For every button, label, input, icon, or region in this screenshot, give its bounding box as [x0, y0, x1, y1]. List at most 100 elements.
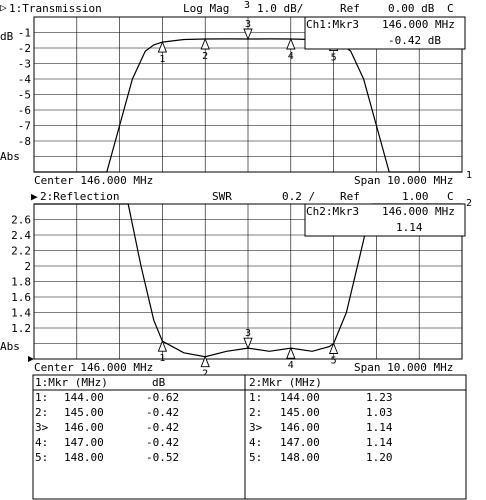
- marker-row-value: -0.52: [146, 451, 179, 464]
- ch2-marker-4[interactable]: [286, 346, 296, 359]
- left-marker-rows: 1: 144.00 -0.62 2: 145.00 -0.42 3> 146.00 -0.42 4…: [35, 391, 179, 464]
- marker-row-value: -0.42: [146, 406, 179, 419]
- marker-row-freq: 147.00: [280, 436, 320, 449]
- marker-row-freq: 146.00: [64, 421, 104, 434]
- ch1-marker-label: 2: [202, 51, 208, 62]
- marker-row-freq: 145.00: [280, 406, 320, 419]
- ch2-ref-label: Ref: [340, 190, 360, 203]
- marker-row-index: 5:: [35, 451, 48, 464]
- ch1-scale[interactable]: 1.0 dB/: [257, 2, 303, 15]
- ch2-title[interactable]: 2:Reflection: [40, 190, 119, 203]
- marker-row-index: 2:: [35, 406, 48, 419]
- ch2-y-tick-label: 1.4: [11, 307, 31, 320]
- ch2-marker-2[interactable]: [200, 355, 210, 368]
- ch2-marker-3[interactable]: [243, 337, 253, 350]
- ch2-ref-arrow: ▶: [31, 190, 38, 203]
- ch2-bottom-label: Abs: [0, 340, 20, 353]
- ch1-y-tick-label: -6: [18, 104, 31, 117]
- ch2-center: Center 146.000 MHz: [34, 361, 153, 374]
- right-table-header: 2:Mkr (MHz): [249, 376, 322, 389]
- ch1-ref-arrow: ▷: [0, 1, 7, 14]
- ch1-marker-label: 3: [245, 19, 251, 30]
- ch1-bottom-label: Abs: [0, 150, 20, 163]
- ch2-trace: [34, 203, 462, 358]
- right-marker-rows: 1: 144.00 1.23 2: 145.00 1.03 3> 146.00 1.14 4: 14…: [249, 391, 393, 464]
- ch2-markers[interactable]: 1 2 3 4 5: [157, 328, 339, 380]
- ch2-y-tick-label: 1.6: [11, 291, 31, 304]
- ch1-marker-1[interactable]: [157, 40, 168, 53]
- marker-row-value: 1.14: [366, 436, 393, 449]
- ch1-ref-label: Ref: [340, 2, 360, 15]
- ch2-ref-value[interactable]: 1.00: [402, 190, 429, 203]
- marker-row-value: -0.42: [146, 421, 179, 434]
- left-table-header: 1:Mkr (MHz): [35, 376, 108, 389]
- marker-row-index: 4:: [249, 436, 262, 449]
- ch2-marker-readout-box: [304, 203, 466, 237]
- marker-row-value: 1.14: [366, 421, 393, 434]
- marker-row-value: -0.42: [146, 436, 179, 449]
- ch1-marker-4[interactable]: [286, 37, 296, 50]
- ch2-y-tick-label: 2.2: [11, 245, 31, 258]
- ch1-marker-label: 1: [159, 54, 165, 65]
- ch1-marker-freq: 146.000 MHz: [382, 18, 455, 31]
- marker-table-frame: [32, 374, 467, 500]
- ch1-ref-marker-number: 3: [244, 0, 250, 11]
- marker-row-index: 2:: [249, 406, 262, 419]
- ch2-span: Span 10.000 MHz: [354, 361, 453, 374]
- ch1-span: Span 10.000 MHz: [354, 174, 453, 187]
- marker-row-index: 1:: [249, 391, 262, 404]
- ch2-scale[interactable]: 0.2 /: [282, 190, 315, 203]
- ch1-format[interactable]: Log Mag: [183, 2, 229, 15]
- ch2-marker-5[interactable]: [328, 342, 339, 354]
- ch2-active-marker: Ch2:Mkr3: [306, 205, 359, 218]
- left-table-unit: dB: [152, 376, 166, 389]
- ch1-marker-label: 5: [331, 53, 337, 64]
- marker-table: 1:Mkr (MHz) dB 2:Mkr (MHz) 1: 144.00 -0.62…: [32, 374, 467, 500]
- ch2-marker-1[interactable]: [157, 339, 168, 352]
- ch1-center: Center 146.000 MHz: [34, 174, 153, 187]
- marker-row-value: 1.20: [366, 451, 393, 464]
- ch1-status: C: [447, 2, 454, 15]
- marker-row-index: 1:: [35, 391, 48, 404]
- ch1-y-tick-label: -2: [18, 42, 31, 55]
- ch1-marker-value: -0.42 dB: [388, 34, 441, 47]
- ch1-marker-2[interactable]: [200, 37, 210, 50]
- ch2-status: C: [447, 190, 454, 203]
- ch1-y-tick-label: -1: [18, 27, 31, 40]
- ch2-format[interactable]: SWR: [212, 190, 232, 203]
- ch1-y-tick-label: -3: [18, 58, 31, 71]
- ch2-marker-label: 1: [159, 353, 165, 364]
- ch2-marker-freq: 146.000 MHz: [382, 205, 455, 218]
- marker-row-freq: 146.00: [280, 421, 320, 434]
- marker-row-freq: 147.00: [64, 436, 104, 449]
- ch1-grid: [34, 17, 462, 172]
- ch1-marker-3[interactable]: [243, 28, 253, 41]
- ch2-marker-label: 5: [331, 356, 337, 367]
- marker-row-freq: 144.00: [64, 391, 104, 404]
- ch2-marker-label: 2: [202, 369, 208, 380]
- ch1-ref-value[interactable]: 0.00 dB: [388, 2, 435, 15]
- marker-row-index: 4:: [35, 436, 48, 449]
- ch2-y-tick-label: 1.2: [11, 322, 31, 335]
- marker-row-index: 5:: [249, 451, 262, 464]
- ch1-y-tick-label: -7: [18, 120, 31, 133]
- ch2-y-tick-label: 2.6: [11, 214, 31, 227]
- ch2-marker-label: 3: [245, 328, 251, 339]
- marker-row-index: 3>: [35, 421, 49, 434]
- marker-row-value: 1.23: [366, 391, 393, 404]
- ch2-marker-label: 4: [288, 360, 294, 371]
- ch1-marker-label: 4: [288, 51, 294, 62]
- ch1-active-marker: Ch1:Mkr3: [306, 18, 359, 31]
- marker-row-freq: 148.00: [280, 451, 320, 464]
- marker-row-value: -0.62: [146, 391, 179, 404]
- marker-row-freq: 148.00: [64, 451, 104, 464]
- ch1-channel-tag: 1: [466, 170, 472, 181]
- marker-row-freq: 145.00: [64, 406, 104, 419]
- ch2-y-tick-label: 2: [24, 260, 31, 273]
- ch1-marker-readout-box: [304, 16, 466, 50]
- ch1-y-tick-label: -8: [18, 135, 31, 148]
- ch1-unit: dB: [0, 30, 14, 43]
- ch1-title[interactable]: 1:Transmission: [9, 2, 102, 15]
- ch2-channel-tag: 2: [466, 198, 472, 209]
